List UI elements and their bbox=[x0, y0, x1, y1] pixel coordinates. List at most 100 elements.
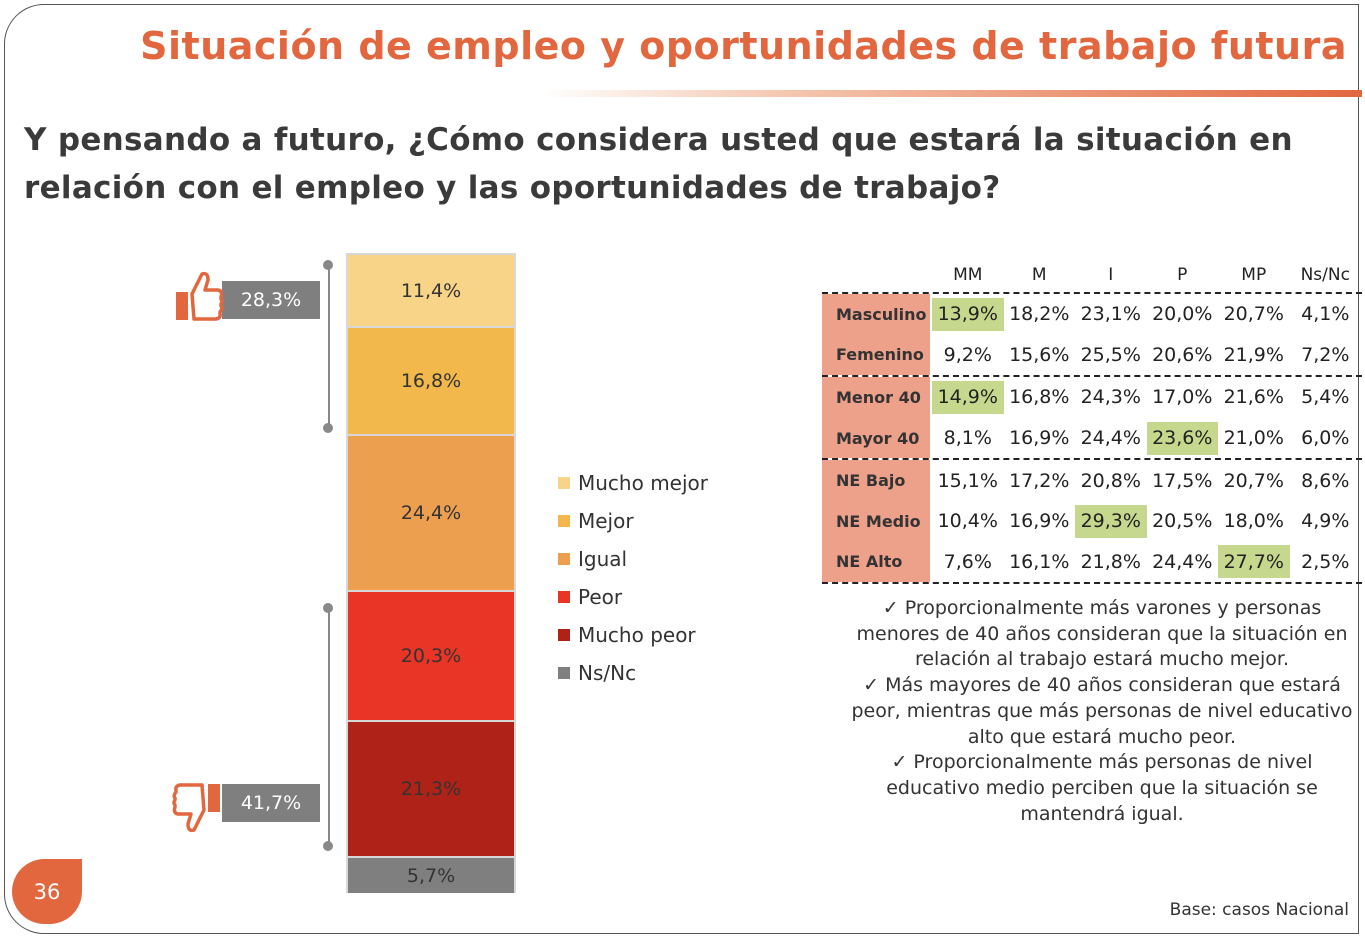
column-header: M bbox=[1031, 265, 1047, 285]
legend-item: Mejor bbox=[558, 502, 708, 540]
crosstab-table: MM M I P MP Ns/Nc Masculino 13,9% 18,2% 23,1% 20,… bbox=[822, 258, 1362, 585]
table-cell: 20,8% bbox=[1080, 469, 1141, 492]
page-number: 36 bbox=[12, 859, 82, 924]
legend-label: Peor bbox=[578, 585, 623, 609]
table-cell: 14,9% bbox=[932, 380, 1004, 414]
table-cell: 18,0% bbox=[1223, 510, 1284, 533]
row-label: Mayor 40 bbox=[822, 417, 930, 459]
segment-label: 16,8% bbox=[400, 370, 462, 392]
row-label: NE Medio bbox=[822, 500, 930, 542]
table-cell: 17,5% bbox=[1152, 469, 1213, 492]
table-cell: 7,6% bbox=[943, 550, 992, 573]
segment-label: 5,7% bbox=[406, 864, 456, 887]
table-cell: 8,1% bbox=[943, 427, 992, 450]
table-cell: 23,6% bbox=[1146, 421, 1218, 455]
legend-item: Peor bbox=[558, 578, 708, 616]
bullet-item: ✓ Proporcionalmente más personas de nive… bbox=[886, 751, 1318, 825]
bar-segment: 20,3% bbox=[346, 590, 516, 720]
table-cell: 18,2% bbox=[1009, 303, 1070, 326]
table-cell: 24,4% bbox=[1080, 427, 1141, 450]
table-cell: 20,0% bbox=[1152, 303, 1213, 326]
segment-label: 24,4% bbox=[400, 502, 462, 524]
survey-question: Y pensando a futuro, ¿Cómo considera ust… bbox=[24, 122, 1293, 206]
segment-label: 21,3% bbox=[400, 778, 462, 800]
column-header: P bbox=[1177, 265, 1188, 285]
table-cell: 6,0% bbox=[1301, 427, 1350, 450]
table-cell: 2,5% bbox=[1301, 550, 1350, 573]
title-underline bbox=[540, 90, 1362, 97]
table-cell: 10,4% bbox=[937, 510, 998, 533]
table-row: Femenino 9,2% 15,6% 25,5% 20,6% 21,9% 7,2% bbox=[822, 334, 1362, 376]
table-cell: 29,3% bbox=[1075, 504, 1147, 538]
slide-frame bbox=[4, 4, 1359, 934]
thumbs-down-icon bbox=[172, 783, 220, 833]
table-cell: 15,1% bbox=[937, 469, 998, 492]
column-header: I bbox=[1108, 265, 1114, 285]
stacked-bar: 11,4% 16,8% 24,4% 20,3% 21,3% 5,7% bbox=[346, 253, 516, 893]
row-label: NE Bajo bbox=[822, 460, 930, 501]
table-cell: 23,1% bbox=[1080, 303, 1141, 326]
column-header: Ns/Nc bbox=[1300, 265, 1350, 285]
legend-label: Igual bbox=[578, 547, 628, 571]
segment-label: 11,4% bbox=[400, 279, 462, 302]
table-row: NE Bajo 15,1% 17,2% 20,8% 17,5% 20,7% 8,6% bbox=[822, 458, 1362, 501]
slide-title: Situación de empleo y oportunidades de t… bbox=[140, 24, 1347, 68]
table-cell: 16,9% bbox=[1009, 510, 1070, 533]
legend: Mucho mejor Mejor Igual Peor Mucho peor Ns/Nc bbox=[558, 464, 708, 692]
row-label: NE Alto bbox=[822, 541, 930, 583]
table-cell: 5,4% bbox=[1301, 386, 1350, 409]
bullet-item: ✓ Más mayores de 40 años consideran que … bbox=[851, 674, 1353, 748]
negative-total: 41,7% bbox=[222, 784, 320, 822]
legend-item: Igual bbox=[558, 540, 708, 578]
bullet-item: ✓ Proporcionalmente más varones y person… bbox=[856, 597, 1348, 671]
legend-label: Mucho peor bbox=[578, 623, 696, 647]
table-row: Masculino 13,9% 18,2% 23,1% 20,0% 20,7% 4,1% bbox=[822, 292, 1362, 335]
table-cell: 24,4% bbox=[1152, 550, 1213, 573]
table-cell: 21,8% bbox=[1080, 550, 1141, 573]
table-cell: 17,0% bbox=[1152, 386, 1213, 409]
legend-swatch bbox=[558, 629, 570, 641]
column-header: MP bbox=[1241, 265, 1267, 285]
bar-segment: 24,4% bbox=[346, 434, 516, 590]
table-cell: 20,7% bbox=[1223, 469, 1284, 492]
table-cell: 24,3% bbox=[1080, 386, 1141, 409]
table-cell: 15,6% bbox=[1009, 343, 1070, 366]
table-row: Menor 40 14,9% 16,8% 24,3% 17,0% 21,6% 5,4% bbox=[822, 375, 1362, 418]
negative-bracket bbox=[321, 603, 337, 851]
table-row: Mayor 40 8,1% 16,9% 24,4% 23,6% 21,0% 6,0% bbox=[822, 417, 1362, 459]
legend-label: Mucho mejor bbox=[578, 471, 708, 495]
bullet-list: ✓ Proporcionalmente más varones y person… bbox=[842, 596, 1362, 827]
table-cell: 21,6% bbox=[1223, 386, 1284, 409]
segment-label: 20,3% bbox=[400, 645, 462, 667]
legend-swatch bbox=[558, 553, 570, 565]
legend-item: Mucho peor bbox=[558, 616, 708, 654]
legend-item: Ns/Nc bbox=[558, 654, 708, 692]
table-cell: 17,2% bbox=[1009, 469, 1070, 492]
bar-segment: 11,4% bbox=[346, 253, 516, 326]
row-label: Menor 40 bbox=[822, 377, 930, 418]
table-cell: 9,2% bbox=[943, 343, 992, 366]
legend-swatch bbox=[558, 477, 570, 489]
table-cell: 16,9% bbox=[1009, 427, 1070, 450]
legend-swatch bbox=[558, 591, 570, 603]
positive-bracket bbox=[321, 260, 337, 433]
base-note: Base: casos Nacional bbox=[1169, 900, 1349, 920]
row-label: Masculino bbox=[822, 294, 930, 335]
table-row: NE Medio 10,4% 16,9% 29,3% 20,5% 18,0% 4,9% bbox=[822, 500, 1362, 542]
column-header: MM bbox=[953, 265, 983, 285]
legend-label: Mejor bbox=[578, 509, 634, 533]
table-cell: 16,8% bbox=[1009, 386, 1070, 409]
bar-segment: 16,8% bbox=[346, 326, 516, 434]
table-cell: 7,2% bbox=[1301, 343, 1350, 366]
table-cell: 20,7% bbox=[1223, 303, 1284, 326]
table-cell: 21,0% bbox=[1223, 427, 1284, 450]
legend-swatch bbox=[558, 667, 570, 679]
table-cell: 25,5% bbox=[1080, 343, 1141, 366]
table-cell: 27,7% bbox=[1218, 545, 1290, 579]
table-cell: 20,6% bbox=[1152, 343, 1213, 366]
table-cell: 13,9% bbox=[932, 297, 1004, 331]
thumbs-up-icon bbox=[176, 271, 224, 321]
table-cell: 4,1% bbox=[1301, 303, 1350, 326]
legend-label: Ns/Nc bbox=[578, 661, 637, 685]
bar-segment: 21,3% bbox=[346, 720, 516, 856]
